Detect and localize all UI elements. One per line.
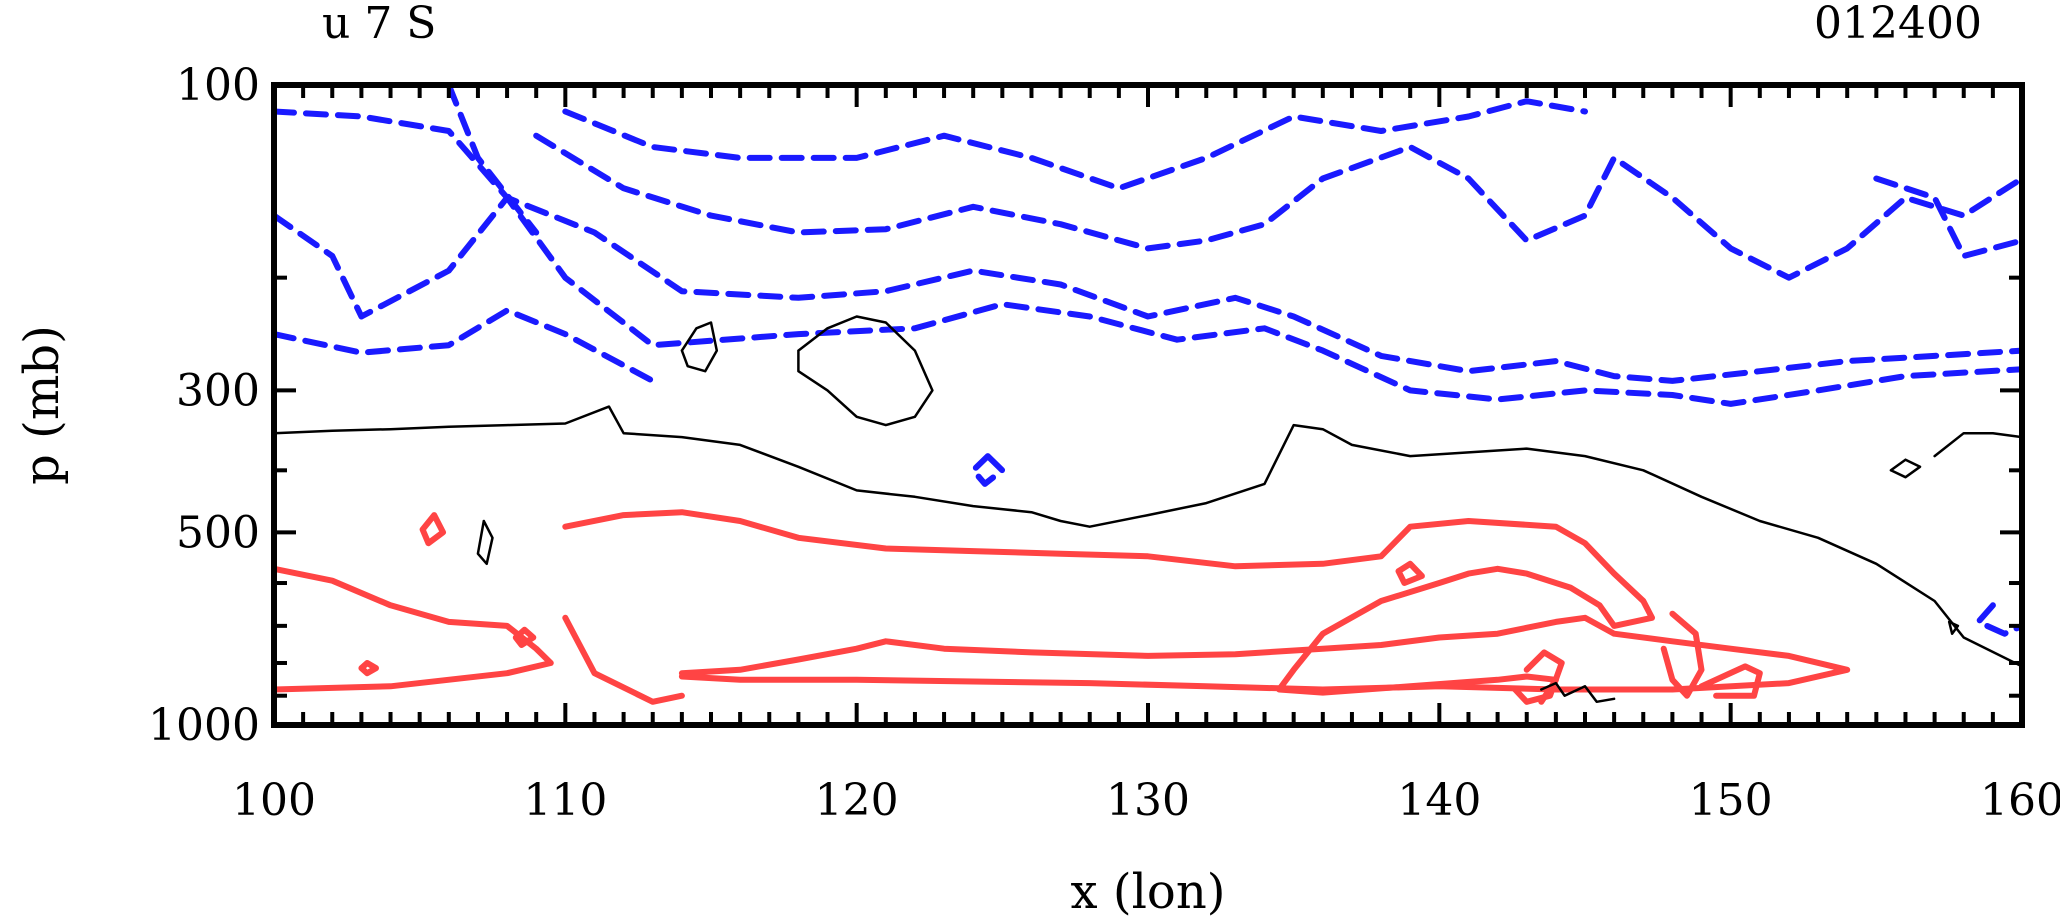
x-tick-label-100: 100 (232, 775, 316, 826)
y-tick-label-500: 500 (176, 507, 260, 558)
contour-zero-5 (1933, 431, 2022, 458)
y-axis-title: p (mb) (14, 325, 70, 485)
tick-label-layer: 100 110 120 130 140 150 160 100 300 500 1000 (148, 60, 2060, 826)
contour-negative-1 (274, 194, 2022, 384)
contour-negative-0 (274, 108, 2022, 407)
chart-title-right: 012400 (1814, 0, 1982, 49)
contour-positive-0 (274, 565, 554, 693)
x-tick-label-130: 130 (1106, 775, 1190, 826)
plot-frame (271, 82, 2025, 728)
chart-title-left: u 7 S (322, 0, 436, 49)
x-axis-title: x (lon) (1071, 864, 1226, 920)
y-tick-label-1000: 1000 (148, 700, 260, 751)
contour-positive-6 (512, 626, 537, 648)
x-tick-label-140: 140 (1397, 775, 1481, 826)
contour-negative-2 (274, 307, 656, 384)
contour-zero-1 (797, 315, 934, 427)
contour-positive-9 (1660, 610, 1705, 699)
tick-layer (272, 83, 2024, 727)
contour-positive-4 (1395, 560, 1425, 586)
contour-negative-8 (1975, 602, 2022, 637)
contour-negative-3 (533, 132, 2022, 281)
contour-negative-6 (1873, 175, 2022, 259)
contour-positive-7 (358, 660, 379, 677)
contour-positive-10 (1698, 663, 1763, 699)
x-tick-label-150: 150 (1689, 775, 1773, 826)
contour-positive-2 (562, 614, 685, 705)
contour-zero-7 (1947, 620, 1960, 635)
contour-zero-2 (680, 321, 719, 373)
y-tick-label-300: 300 (176, 365, 260, 416)
contour-positive-8 (1512, 649, 1565, 705)
x-tick-label-160: 160 (1980, 775, 2060, 826)
contour-layer (274, 85, 2022, 705)
y-tick-label-100: 100 (176, 60, 260, 111)
contour-positive-5 (419, 512, 446, 547)
contour-zero-0 (274, 405, 2022, 668)
contour-zero-3 (476, 519, 494, 566)
contour-negative-4 (445, 85, 540, 236)
contour-negative-7 (970, 453, 1006, 487)
contour-negative-5 (562, 98, 1588, 192)
x-tick-label-120: 120 (815, 775, 899, 826)
contour-zero-6 (1540, 681, 1616, 704)
contour-positive-3 (678, 614, 1851, 693)
x-tick-label-110: 110 (523, 775, 607, 826)
contour-zero-4 (1889, 458, 1922, 479)
